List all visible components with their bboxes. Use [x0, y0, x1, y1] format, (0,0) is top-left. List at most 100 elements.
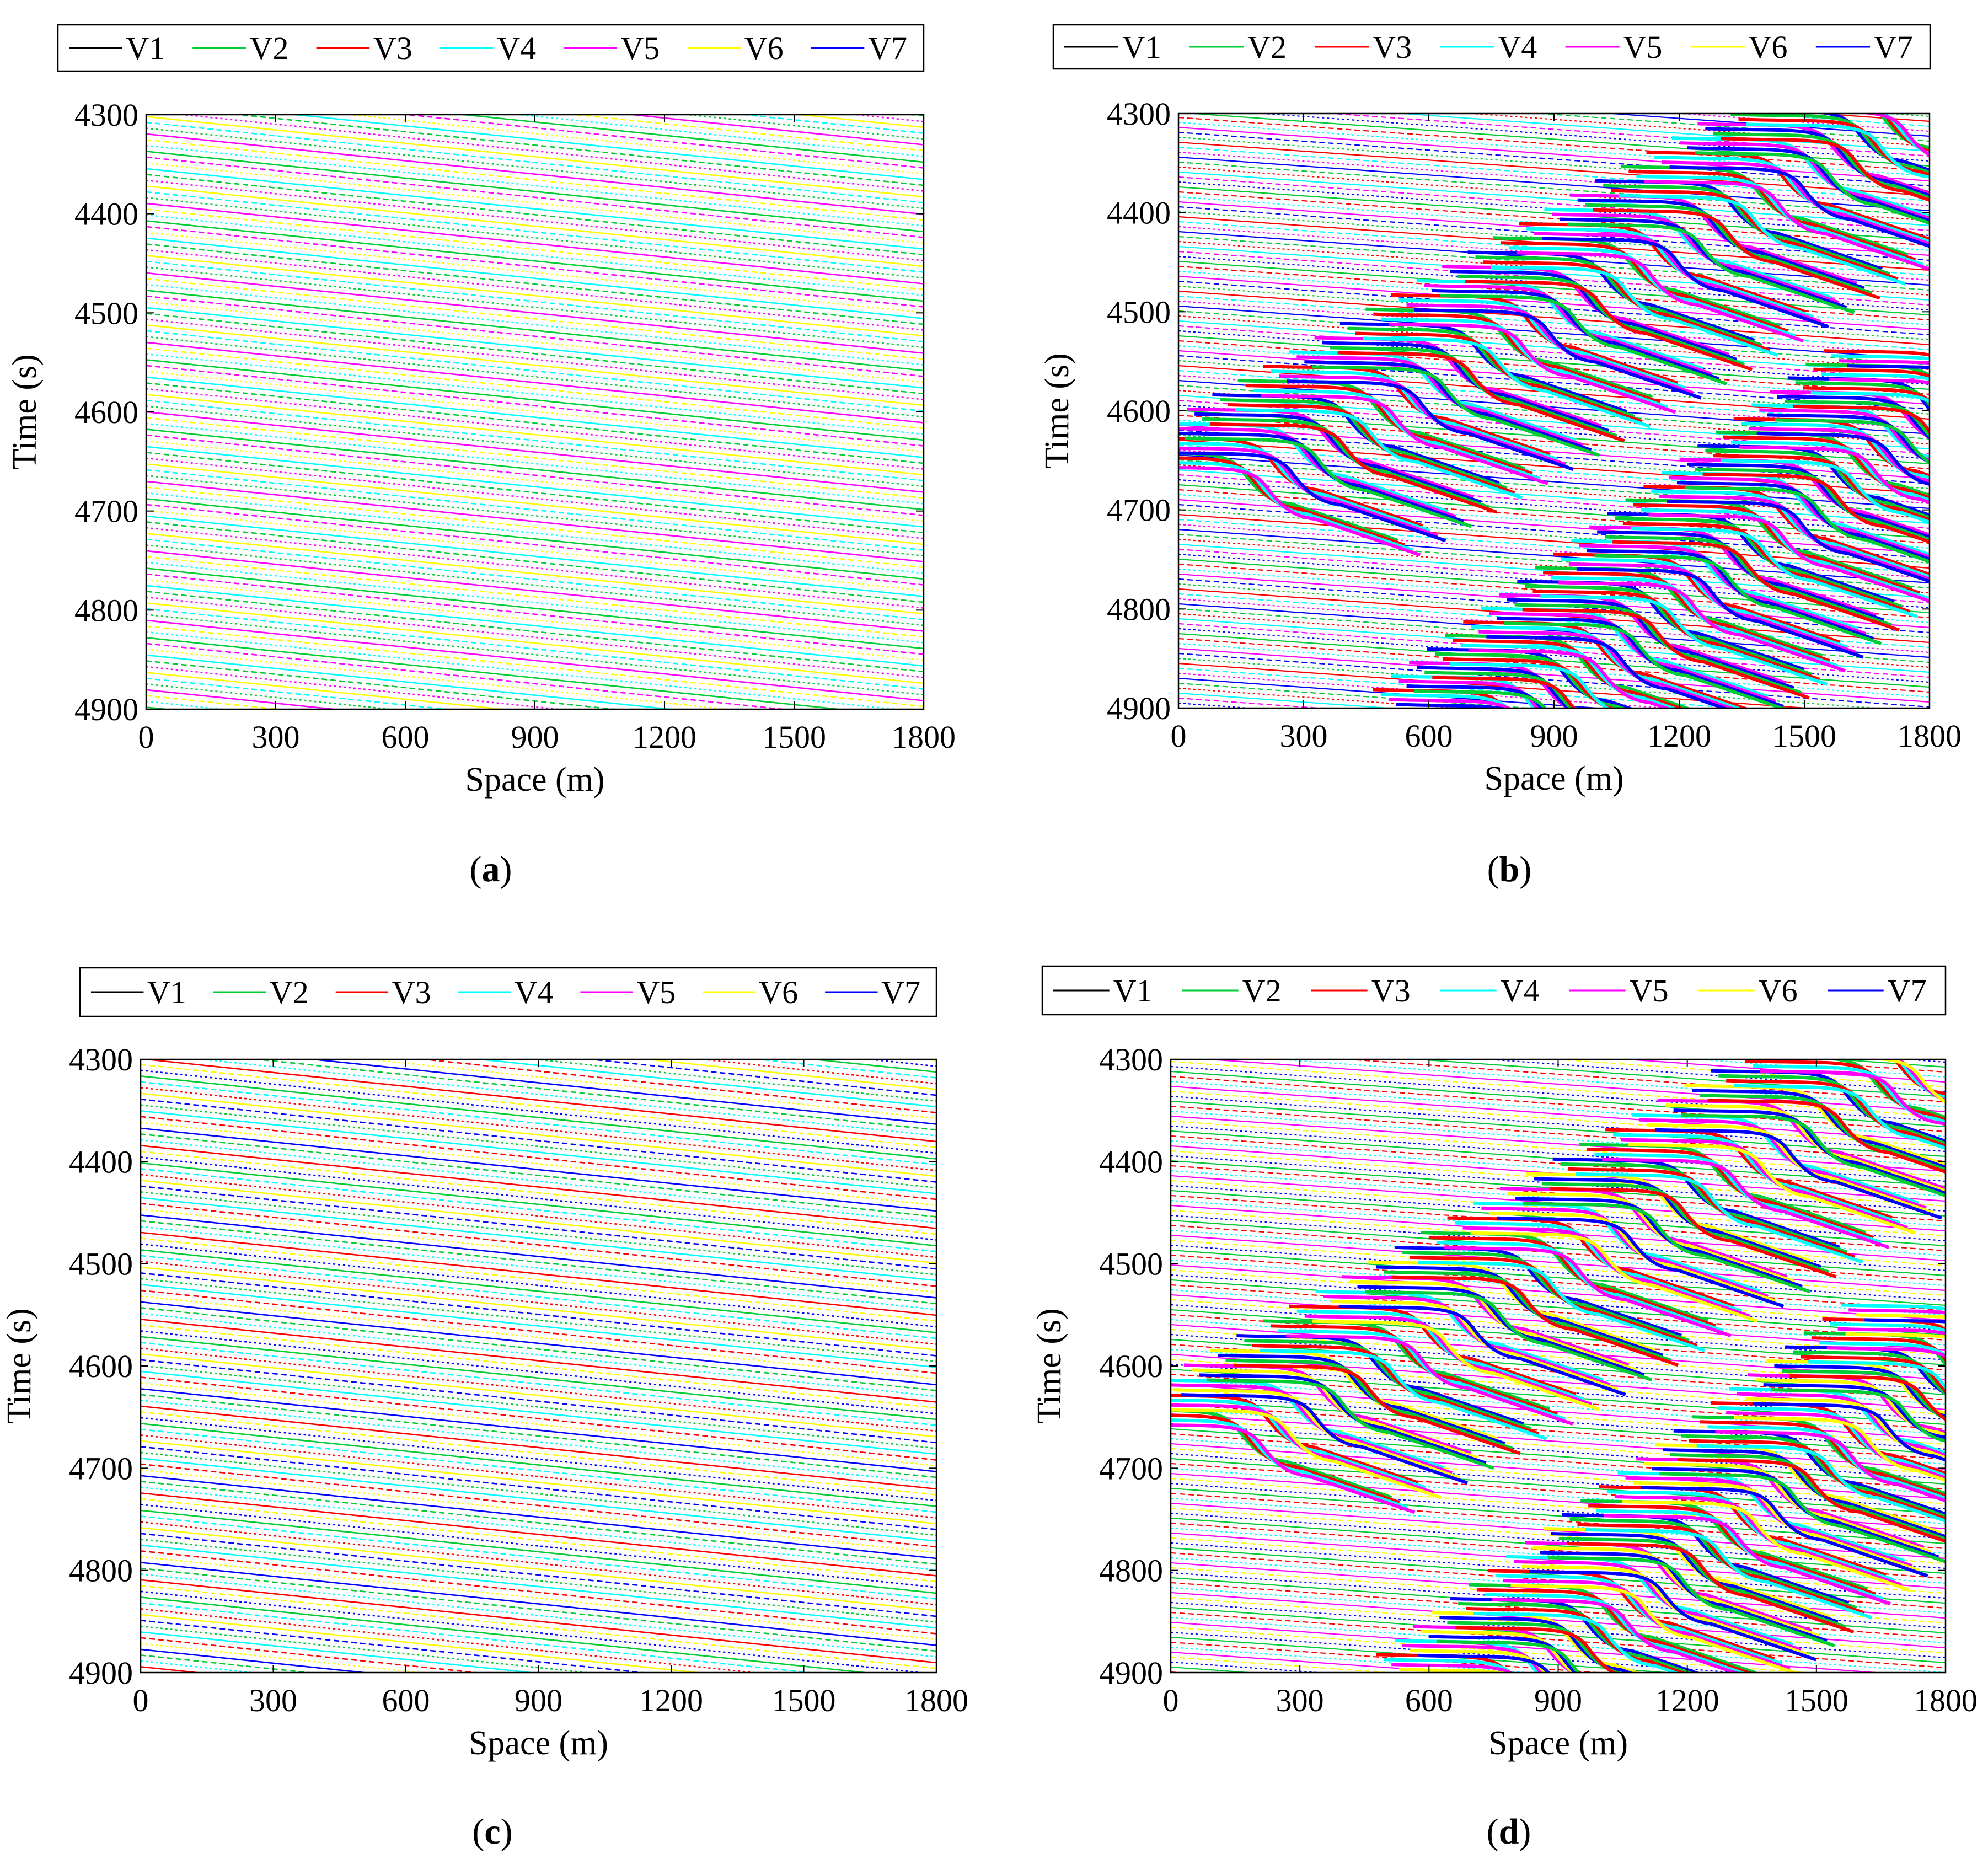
trajectory-v7 [1171, 1423, 1946, 1480]
trajectory-v7 [1178, 330, 1930, 385]
trajectory-v2 [141, 1075, 936, 1160]
trajectory-v5 [146, 666, 565, 709]
wave-trajectory-v3 [1721, 137, 1930, 202]
wave-trajectory-v5 [1829, 377, 1930, 384]
y-tick-label: 4900 [1107, 690, 1171, 726]
trajectory-v3 [141, 1405, 936, 1490]
y-tick-label: 4600 [74, 394, 138, 430]
trajectory-v3 [1178, 414, 1930, 470]
trajectory-v2 [146, 290, 924, 372]
trajectory-v6 [141, 1353, 936, 1438]
trajectory-v6 [141, 1382, 936, 1467]
trajectory-v3 [1171, 1522, 1946, 1579]
trajectory-v6 [362, 1059, 936, 1119]
trajectory-v6 [141, 1527, 936, 1611]
trajectory-v2 [146, 405, 924, 487]
y-tick-label: 4500 [74, 295, 138, 331]
panel-b: 0 300 600 900 1200 1500 1800 4300 4400 4500 4600 47… [1038, 24, 1962, 890]
wave-trajectory-v2 [1523, 1202, 1811, 1293]
trajectory-v3 [1178, 116, 1930, 172]
trajectory-v2 [146, 521, 924, 603]
trajectories-a [146, 115, 924, 709]
trajectory-v5 [146, 596, 924, 678]
wave-trajectory-v4 [1808, 1360, 1946, 1390]
trajectory-v4 [141, 1255, 936, 1339]
trajectory-v6 [141, 1237, 936, 1322]
wave-trajectory-v2 [1684, 486, 1930, 564]
trajectory-v3 [1171, 1284, 1946, 1341]
trajectory-v3 [141, 1434, 936, 1519]
legend: V1 V2 V3 V4 V5 V6 V7 [57, 24, 925, 72]
trajectory-v6 [146, 232, 924, 314]
wave-trajectory-v4 [1831, 354, 1930, 361]
wave-trajectory-v4 [1810, 391, 1930, 403]
trajectory-v5 [146, 457, 924, 539]
panel-d: 0 300 600 900 1200 1500 1800 4300 4400 4500 4600 47… [1031, 965, 1978, 1852]
trajectory-v7 [141, 1127, 936, 1212]
trajectory-v3 [1171, 1135, 1946, 1192]
trajectory-v7 [1171, 1274, 1946, 1331]
legend-label-v1: V1 [1113, 973, 1153, 1009]
trajectory-v5 [146, 619, 924, 701]
trajectory-v4 [146, 260, 924, 342]
wave-trajectory-v5 [1837, 1327, 1946, 1336]
trajectory-v5 [146, 388, 924, 470]
trajectory-v4 [141, 1284, 936, 1368]
trajectory-v3 [141, 1289, 936, 1374]
trajectory-v5 [1178, 598, 1930, 653]
trajectory-v5 [146, 503, 924, 586]
wave-trajectory-v3 [1824, 349, 1930, 357]
wave-trajectory-v5 [1848, 1308, 1946, 1315]
wave-trajectory-v4 [1819, 1341, 1946, 1358]
trajectory-v4 [146, 353, 924, 435]
y-tick-label: 4400 [69, 1144, 133, 1180]
trajectory-v5 [1171, 1651, 1467, 1673]
wave-trajectory-v6 [1510, 1584, 1798, 1673]
wave-trajectory-v3 [1612, 540, 1900, 632]
trajectory-v5 [146, 133, 924, 215]
trajectory-v3 [141, 1521, 936, 1606]
trajectory-v7 [1178, 652, 1930, 708]
trajectory-v2 [1178, 310, 1930, 366]
wave-trajectory-v7 [1667, 499, 1930, 583]
trajectory-v7 [141, 1417, 936, 1502]
x-tick-label: 1800 [1898, 718, 1962, 754]
y-tick-label: 4400 [74, 196, 138, 232]
trajectory-v3 [141, 1347, 936, 1432]
y-tick-label: 4800 [1099, 1553, 1163, 1589]
trajectory-v4 [146, 585, 924, 667]
wave-trajectory-v5 [1826, 1346, 1946, 1358]
wave-trajectory-v6 [1399, 1668, 1508, 1673]
trajectory-v4 [1171, 1646, 1536, 1673]
wave-trajectory-v4 [1450, 662, 1611, 708]
trajectory-v2 [146, 220, 924, 302]
x-tick-label: 1200 [639, 1683, 703, 1718]
legend-label-v5: V5 [636, 974, 676, 1010]
wave-trajectory-v6 [1470, 1231, 1758, 1323]
trajectory-v2 [1171, 1636, 1676, 1673]
trajectory-v3 [141, 1319, 936, 1403]
trajectory-v7 [141, 1272, 936, 1357]
wave-trajectory-v2 [1681, 1113, 1946, 1198]
y-tick-label: 4900 [1099, 1655, 1163, 1691]
trajectory-v3 [141, 1492, 936, 1577]
trajectory-v7 [1178, 131, 1930, 187]
trajectory-v2 [1171, 1070, 1946, 1128]
wave-trajectory-v4 [1473, 1611, 1680, 1673]
trajectory-v4 [141, 1370, 936, 1455]
wave-trajectory-v3 [1792, 404, 1930, 434]
trajectory-v4 [146, 144, 924, 227]
wave-trajectory-v7 [1178, 451, 1446, 543]
trajectory-v2 [1882, 114, 1930, 117]
wave-trajectory-v4 [1821, 372, 1930, 381]
trajectory-v6 [146, 486, 924, 569]
y-tick-label: 4700 [74, 494, 138, 529]
wave-trajectory-v5 [1389, 322, 1676, 414]
wave-trajectory-v2 [1312, 365, 1600, 457]
trajectory-v4 [146, 121, 924, 203]
trajectory-v6 [146, 417, 924, 499]
trajectory-v2 [141, 1394, 936, 1478]
trajectory-v4 [146, 492, 924, 574]
trajectory-v7 [1178, 156, 1930, 212]
trajectory-v6 [141, 1324, 936, 1409]
